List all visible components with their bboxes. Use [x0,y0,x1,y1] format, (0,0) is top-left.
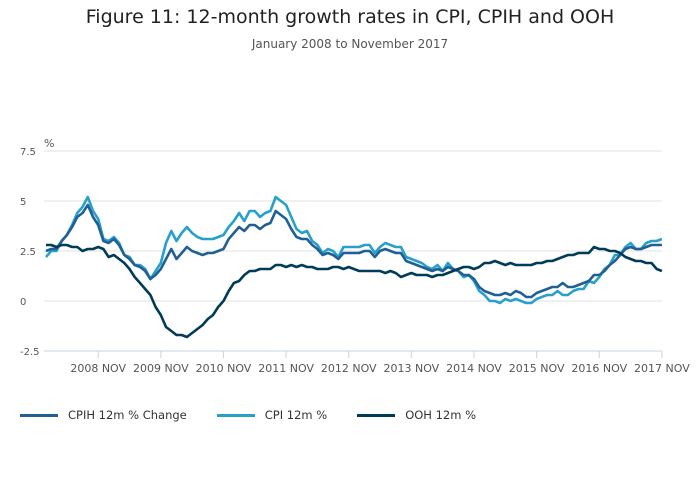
legend-label: CPIH 12m % Change [68,408,187,422]
chart-title: Figure 11: 12-month growth rates in CPI,… [85,6,615,28]
legend-label: CPI 12m % [264,408,328,422]
x-tick-label: 2016 NOV [571,362,627,375]
legend-item-cpi[interactable]: CPI 12m % [216,408,328,422]
x-tick-label: 2013 NOV [384,362,440,375]
legend-label: OOH 12m % [405,408,477,422]
y-tick-label: -2.5 [20,347,40,358]
x-tick-label: 2008 NOV [70,362,126,375]
chart-subtitle: January 2008 to November 2017 [251,37,449,51]
legend-swatch [20,413,58,417]
x-tick-label: 2010 NOV [196,362,252,375]
y-tick-label: 0 [20,297,26,308]
x-tick-label: 2011 NOV [258,362,314,375]
y-tick-label: 2.5 [20,247,36,258]
y-tick-label: 7.5 [20,147,36,158]
x-tick-label: 2015 NOV [509,362,565,375]
legend: CPIH 12m % Change CPI 12m % OOH 12m % [20,408,506,422]
series-line-ooh [46,243,663,339]
legend-item-cpih[interactable]: CPIH 12m % Change [20,408,187,422]
series-line-cpih [45,203,662,299]
y-tick-label: 5 [20,197,26,208]
x-tick-label: 2012 NOV [321,362,377,375]
x-tick-label: 2009 NOV [133,362,189,375]
x-tick-label: 2017 NOV [634,362,690,375]
x-tick-label: 2014 NOV [446,362,502,375]
legend-item-ooh[interactable]: OOH 12m % [357,408,476,422]
legend-swatch [216,413,255,417]
y-axis-label: % [44,137,54,150]
legend-swatch [357,413,396,417]
